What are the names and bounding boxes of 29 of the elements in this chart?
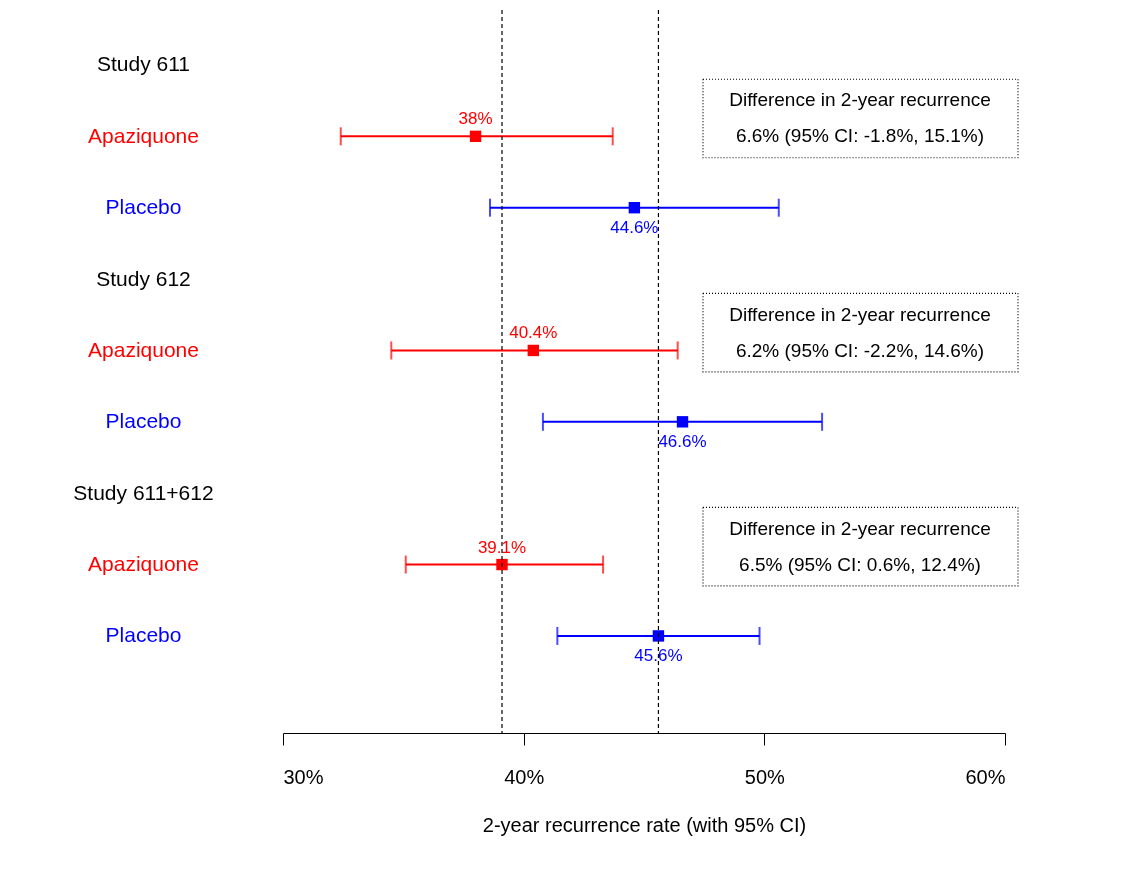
annotation: Difference in 2-year recurrence 6.5% (95% CI: 0.6%, 12.4%) xyxy=(729,517,991,575)
point xyxy=(469,130,482,143)
point xyxy=(527,344,539,357)
data-label: 39.1% xyxy=(477,537,527,557)
annotation: Difference in 2-year recurrence 6.2% (95% CI: -2.2%, 14.6%) xyxy=(729,303,991,361)
y-tick-label: Study 611+612 xyxy=(73,480,214,504)
y-tick-label: Study 611 xyxy=(96,52,191,76)
y-tick-label: Study 612 xyxy=(96,266,191,290)
x-tick-label: 50% xyxy=(744,765,786,788)
point xyxy=(628,202,641,214)
text: Placebo xyxy=(105,409,182,433)
x-tick-label: 30% xyxy=(283,765,324,788)
x-tick-label: 60% xyxy=(965,765,1006,788)
data-label: 40.4% xyxy=(509,323,558,343)
text: Apaziquone xyxy=(88,123,199,147)
data-label: 46.6% xyxy=(658,431,707,451)
data-label: 44.6% xyxy=(610,217,659,237)
point xyxy=(676,416,689,428)
text: Placebo xyxy=(105,623,182,647)
data-label: 38% xyxy=(458,109,493,129)
text: Apaziquone xyxy=(88,337,199,361)
data-label: 45.6% xyxy=(634,645,683,665)
x-axis-title: 2-year recurrence rate (with 95% CI) xyxy=(482,813,807,836)
x-tick-label: 40% xyxy=(504,765,545,788)
annotation: Difference in 2-year recurrence 6.6% (95% CI: -1.8%, 15.1%) xyxy=(729,89,991,147)
point xyxy=(496,558,508,571)
point xyxy=(652,630,665,642)
text: Apaziquone xyxy=(88,552,199,576)
text: Placebo xyxy=(105,195,182,219)
